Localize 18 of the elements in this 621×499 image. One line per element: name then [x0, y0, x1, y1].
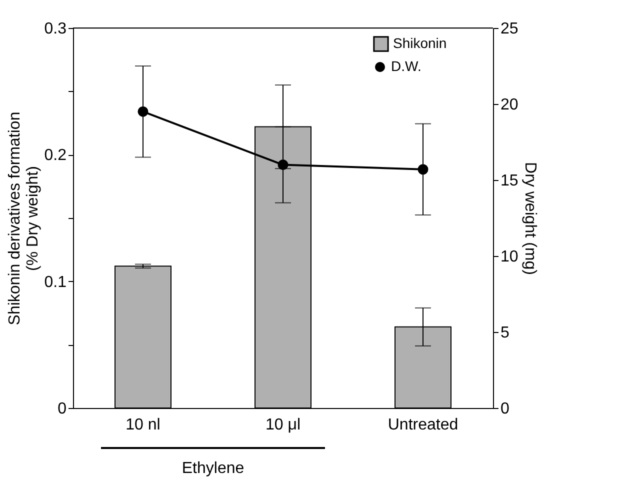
y2-tick-label: 25: [500, 20, 518, 38]
y2-tick-label: 10: [500, 248, 518, 266]
x-tick-label: Untreated: [388, 416, 458, 434]
y-tick-label: 0.2: [44, 147, 67, 164]
y2-tick-label: 5: [500, 324, 510, 342]
y-tick-label: 0.3: [44, 20, 67, 38]
legend-label: Shikonin: [393, 35, 447, 51]
y2-axis-title: Dry weight (mg): [521, 162, 538, 275]
legend-label: D.W.: [391, 58, 422, 74]
y2-tick-label: 20: [500, 96, 518, 114]
y2-tick-label: 15: [500, 172, 518, 190]
x-tick-label: 10 nl: [126, 416, 160, 434]
y-tick-label: 0.1: [44, 274, 67, 291]
text: Ethylene: [182, 460, 244, 477]
y-tick-label: 0: [58, 400, 67, 418]
y-axis-title: Shikonin derivatives formation (% Dry weight): [6, 112, 42, 326]
y2-tick-label: 0: [500, 400, 510, 418]
x-tick-label: 10 μl: [265, 416, 301, 434]
